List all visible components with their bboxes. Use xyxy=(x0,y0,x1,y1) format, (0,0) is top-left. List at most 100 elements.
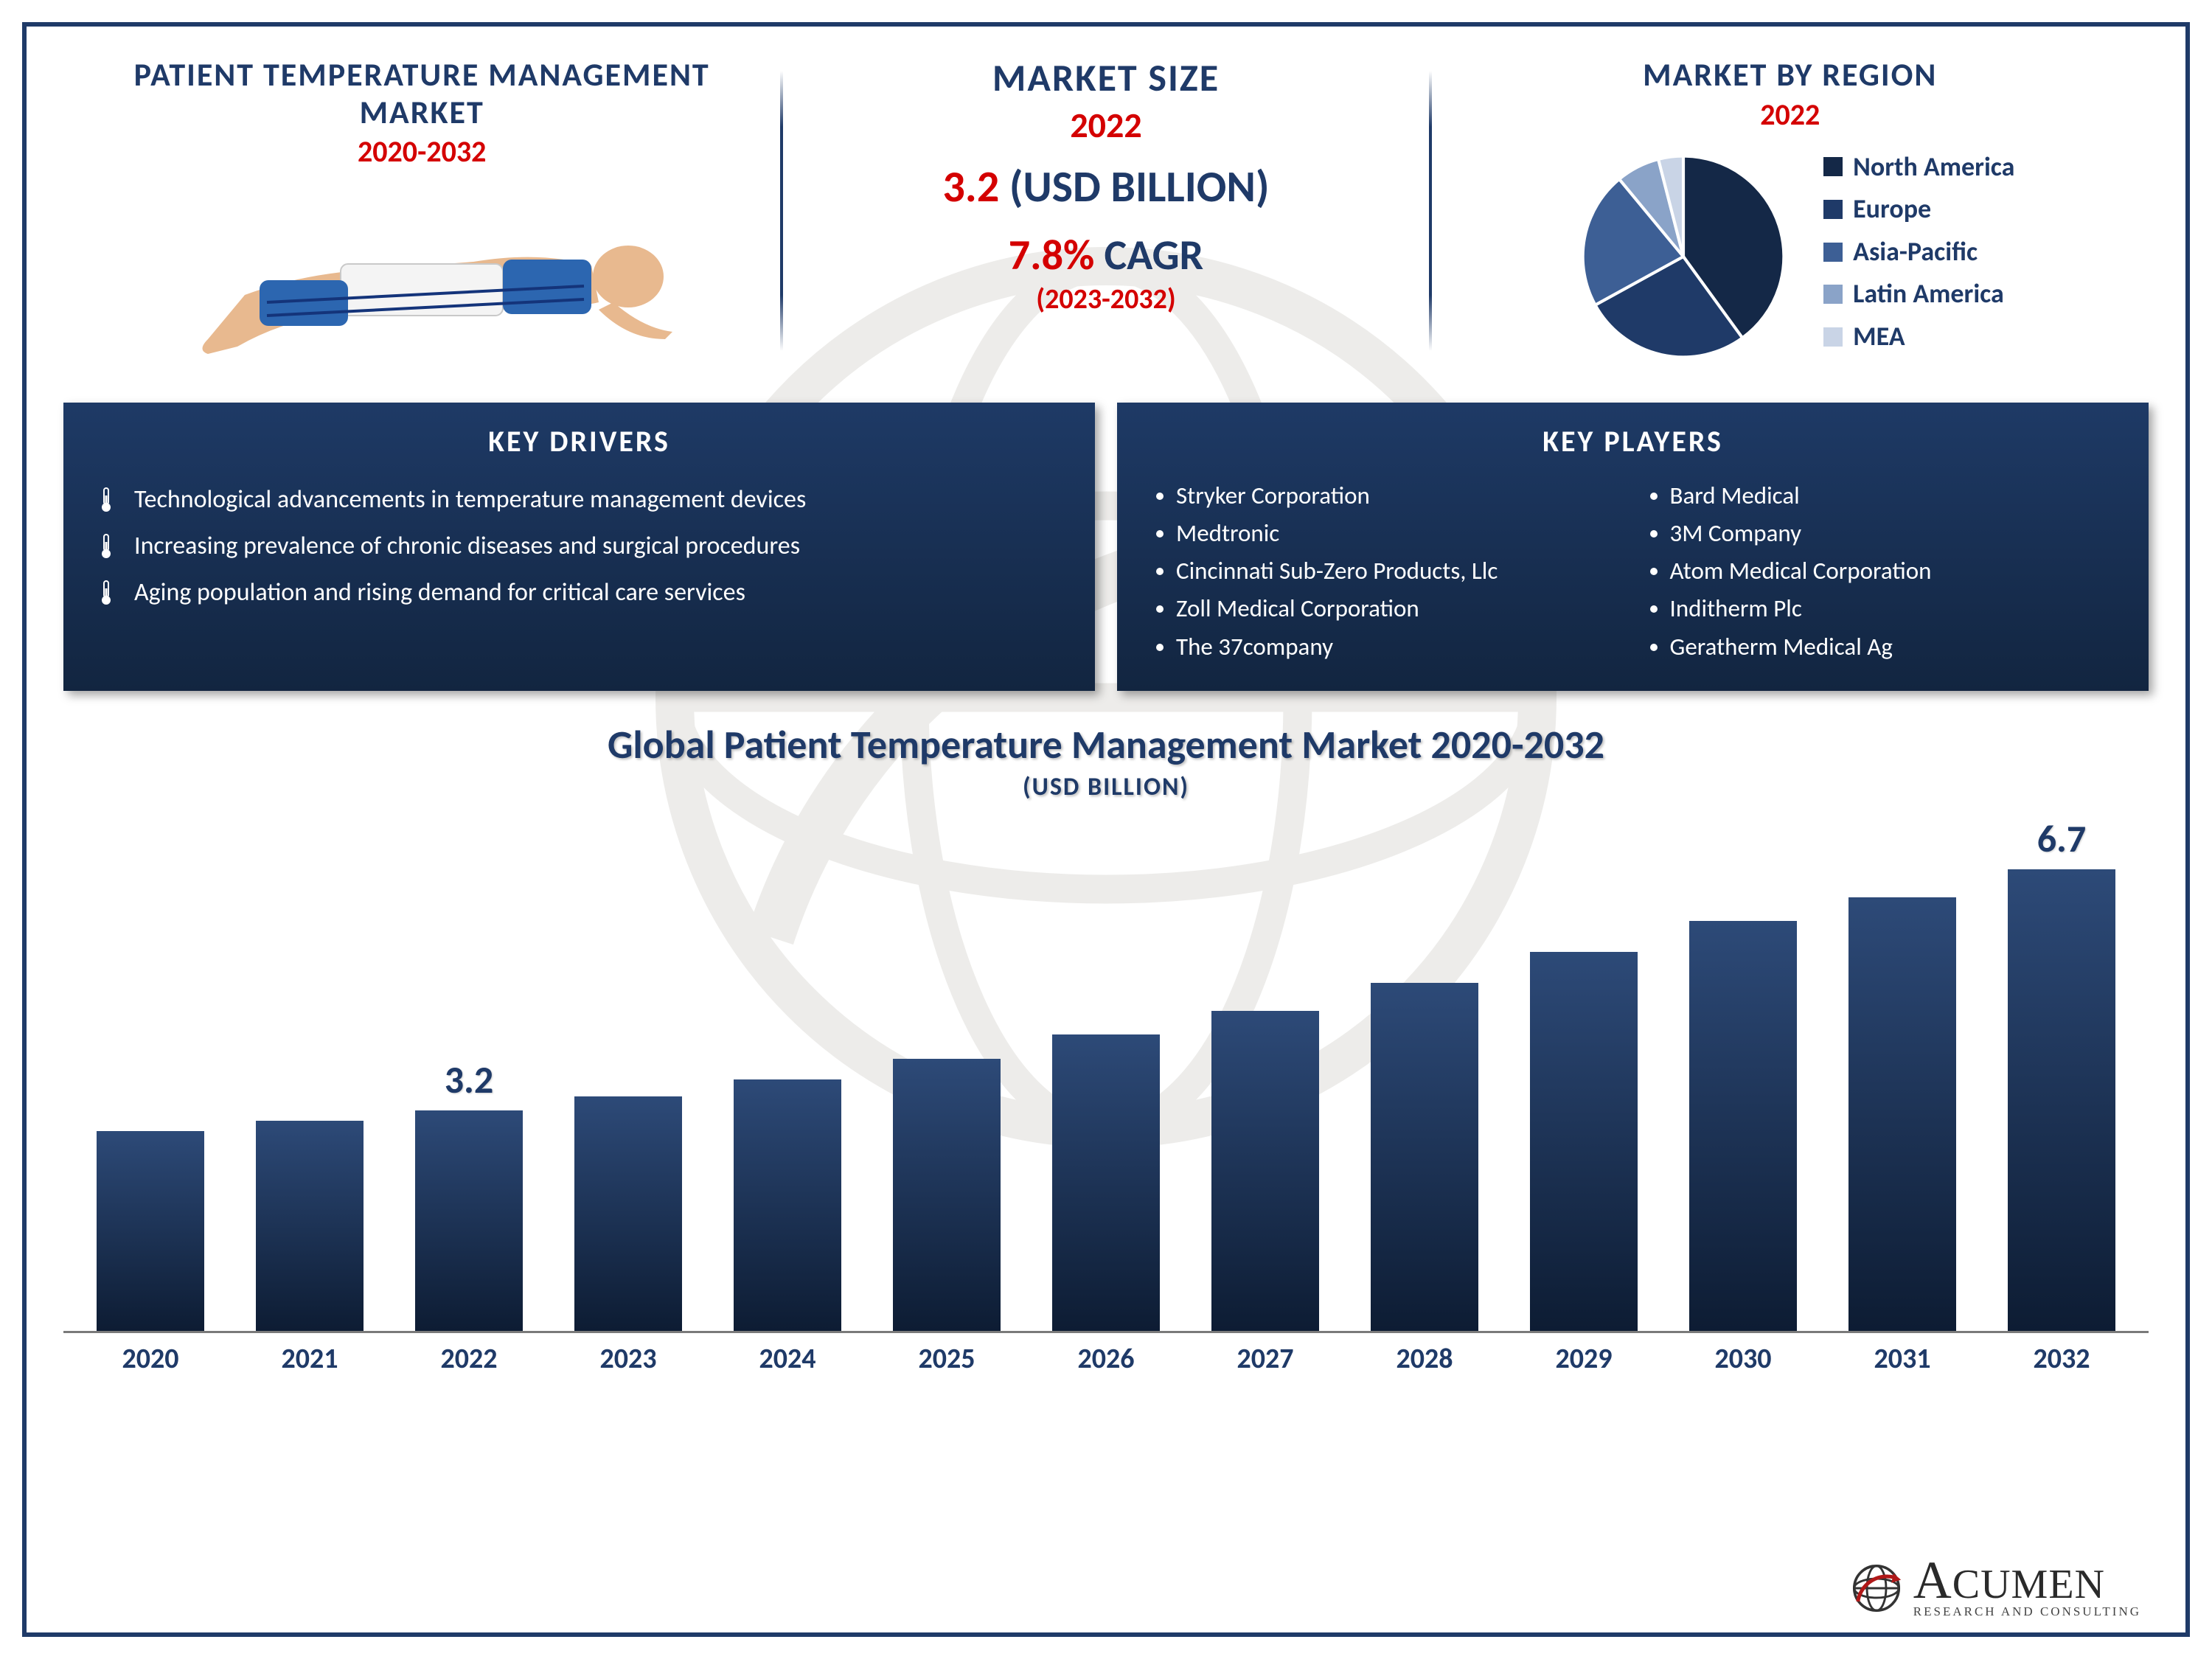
legend-row: Asia-Pacific xyxy=(1823,231,2014,274)
xaxis-tick: 2023 xyxy=(549,1342,708,1376)
bar xyxy=(734,1079,842,1331)
bar-column xyxy=(1345,817,1504,1331)
xaxis-tick: 2026 xyxy=(1026,1342,1186,1376)
bar xyxy=(574,1096,683,1330)
bar-value-label: 3.2 xyxy=(445,1056,494,1103)
logo-tagline: RESEARCH AND CONSULTING xyxy=(1913,1604,2141,1619)
bar-column xyxy=(1823,817,1982,1331)
header-left-column: PATIENT TEMPERATURE MANAGEMENT MARKET 20… xyxy=(63,56,780,387)
region-year: 2022 xyxy=(1432,97,2149,133)
market-name-line1: PATIENT TEMPERATURE MANAGEMENT xyxy=(63,56,780,94)
key-players-columns: Stryker CorporationMedtronicCincinnati S… xyxy=(1147,477,2119,666)
player-item: Bard Medical xyxy=(1670,477,2120,515)
legend-swatch xyxy=(1823,285,1843,304)
bars-container: 3.2 6.7 xyxy=(63,817,2149,1333)
bar xyxy=(893,1059,1001,1331)
legend-row: Latin America xyxy=(1823,273,2014,316)
xaxis-tick: 2025 xyxy=(867,1342,1026,1376)
pie-legend: North AmericaEuropeAsia-PacificLatin Ame… xyxy=(1823,146,2014,358)
legend-label: North America xyxy=(1853,146,2014,189)
xaxis-tick: 2024 xyxy=(708,1342,867,1376)
legend-label: Latin America xyxy=(1853,273,2004,316)
player-item: Atom Medical Corporation xyxy=(1670,552,2120,590)
bar-column xyxy=(708,817,867,1331)
player-item: Stryker Corporation xyxy=(1176,477,1626,515)
bar-column xyxy=(549,817,708,1331)
market-size-unit: (USD BILLION) xyxy=(999,160,1269,214)
legend-label: Europe xyxy=(1853,188,1931,231)
thermometer-icon xyxy=(93,533,119,560)
player-item: Geratherm Medical Ag xyxy=(1670,628,2120,666)
bar-column xyxy=(230,817,389,1331)
player-item: 3M Company xyxy=(1670,515,2120,552)
driver-text: Aging population and rising demand for c… xyxy=(134,570,745,616)
market-year-range: 2020-2032 xyxy=(63,133,780,170)
bar-column: 3.2 xyxy=(389,817,549,1331)
xaxis-tick: 2032 xyxy=(1982,1342,2141,1376)
legend-row: MEA xyxy=(1823,316,2014,358)
legend-row: Europe xyxy=(1823,188,2014,231)
xaxis-tick: 2020 xyxy=(71,1342,230,1376)
players-col-2: Bard Medical3M CompanyAtom Medical Corpo… xyxy=(1641,477,2120,666)
player-item: Zoll Medical Corporation xyxy=(1176,590,1626,627)
market-size-number: 3.2 xyxy=(942,160,999,214)
key-drivers-list: Technological advancements in temperatur… xyxy=(93,477,1065,616)
market-size-year: 2022 xyxy=(783,103,1428,147)
player-item: Cincinnati Sub-Zero Products, Llc xyxy=(1176,552,1626,590)
xaxis-tick: 2030 xyxy=(1663,1342,1823,1376)
thermometer-icon xyxy=(93,580,119,606)
bar-chart-subtitle: (USD BILLION) xyxy=(63,772,2149,802)
bar xyxy=(415,1110,524,1331)
thermometer-icon xyxy=(93,487,119,513)
player-item: Medtronic xyxy=(1176,515,1626,552)
bar xyxy=(1052,1034,1161,1330)
acumen-logo: ACUMEN RESEARCH AND CONSULTING xyxy=(1850,1557,2141,1619)
cagr-range: (2023-2032) xyxy=(783,282,1428,316)
region-pie-chart xyxy=(1565,146,1801,367)
xaxis-tick: 2029 xyxy=(1504,1342,1663,1376)
bar-chart-title: Global Patient Temperature Management Ma… xyxy=(63,720,2149,769)
market-size-column: MARKET SIZE 2022 3.2 (USD BILLION) 7.8% … xyxy=(783,56,1428,316)
bar xyxy=(1530,952,1638,1330)
bar-column xyxy=(867,817,1026,1331)
top-header-row: PATIENT TEMPERATURE MANAGEMENT MARKET 20… xyxy=(63,56,2149,395)
cagr-label: CAGR xyxy=(1094,229,1203,281)
legend-swatch xyxy=(1823,157,1843,176)
key-drivers-title: KEY DRIVERS xyxy=(93,423,1065,459)
player-item: Inditherm Plc xyxy=(1670,590,2120,627)
xaxis-tick: 2027 xyxy=(1186,1342,1345,1376)
market-size-value: 3.2 (USD BILLION) xyxy=(783,160,1428,214)
bar-value-label: 6.7 xyxy=(2037,815,2087,862)
bar xyxy=(256,1121,364,1331)
key-players-title: KEY PLAYERS xyxy=(1147,423,2119,459)
bar xyxy=(1689,921,1798,1330)
logo-name: ACUMEN xyxy=(1913,1557,2141,1604)
market-name-line2: MARKET xyxy=(63,94,780,131)
infographic-frame: PATIENT TEMPERATURE MANAGEMENT MARKET 20… xyxy=(22,22,2190,1637)
cagr-number: 7.8% xyxy=(1009,229,1095,281)
market-size-title: MARKET SIZE xyxy=(783,56,1428,100)
bar-column: 6.7 xyxy=(1982,817,2141,1331)
driver-text: Increasing prevalence of chronic disease… xyxy=(134,524,800,570)
legend-swatch xyxy=(1823,243,1843,262)
bar xyxy=(97,1131,205,1331)
bar xyxy=(2008,869,2116,1330)
driver-text: Technological advancements in temperatur… xyxy=(134,477,806,524)
players-col-1: Stryker CorporationMedtronicCincinnati S… xyxy=(1147,477,1626,666)
logo-text: ACUMEN RESEARCH AND CONSULTING xyxy=(1913,1557,2141,1619)
region-title: MARKET BY REGION xyxy=(1432,56,2149,94)
cagr-line: 7.8% CAGR xyxy=(783,229,1428,281)
legend-swatch xyxy=(1823,200,1843,219)
driver-item: Increasing prevalence of chronic disease… xyxy=(93,524,1065,570)
logo-globe-icon xyxy=(1850,1562,1903,1615)
bar-column xyxy=(1026,817,1186,1331)
pie-and-legend: North AmericaEuropeAsia-PacificLatin Ame… xyxy=(1432,146,2149,367)
bar xyxy=(1211,1011,1320,1331)
legend-row: North America xyxy=(1823,146,2014,189)
bar-column xyxy=(1186,817,1345,1331)
driver-item: Technological advancements in temperatur… xyxy=(93,477,1065,524)
player-item: The 37company xyxy=(1176,628,1626,666)
legend-swatch xyxy=(1823,327,1843,347)
region-column: MARKET BY REGION 2022 North AmericaEurop… xyxy=(1432,56,2149,367)
key-players-box: KEY PLAYERS Stryker CorporationMedtronic… xyxy=(1117,403,2149,691)
